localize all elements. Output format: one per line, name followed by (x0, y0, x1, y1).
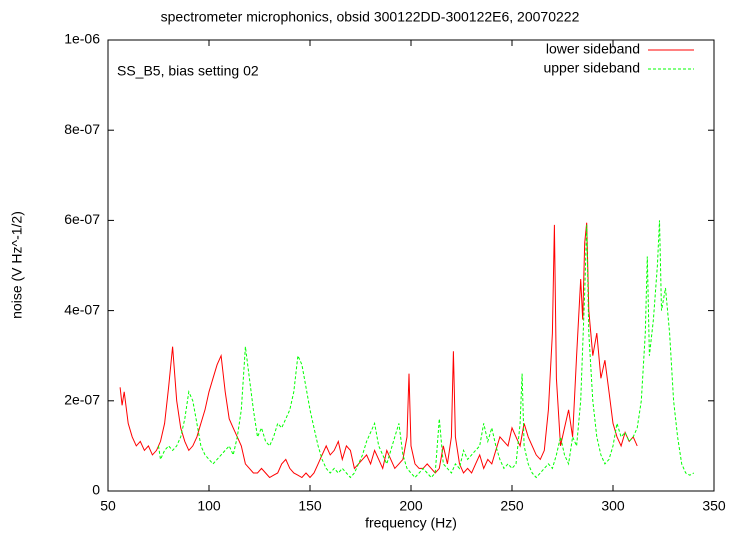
chart-title: spectrometer microphonics, obsid 300122D… (161, 9, 580, 25)
y-tick-label: 4e-07 (64, 301, 100, 317)
line-series (158, 220, 695, 479)
y-tick-label: 0 (92, 482, 100, 498)
y-tick-label: 1e-06 (64, 31, 100, 47)
annotation: SS_B5, bias setting 02 (117, 63, 259, 79)
x-tick-label: 100 (197, 498, 221, 514)
x-tick-label: 250 (500, 498, 524, 514)
legend-label: upper sideband (543, 60, 640, 76)
line-series (119, 222, 638, 479)
x-tick-label: 50 (100, 498, 116, 514)
x-tick-label: 150 (298, 498, 322, 514)
x-tick-label: 350 (702, 498, 726, 514)
y-tick-label: 2e-07 (64, 392, 100, 408)
x-axis-label: frequency (Hz) (365, 515, 457, 531)
legend-label: lower sideband (546, 41, 640, 57)
x-tick-label: 300 (601, 498, 625, 514)
y-tick-label: 6e-07 (64, 211, 100, 227)
y-tick-label: 8e-07 (64, 121, 100, 137)
y-axis-label: noise (V Hz^-1/2) (9, 211, 25, 319)
x-tick-label: 200 (399, 498, 423, 514)
